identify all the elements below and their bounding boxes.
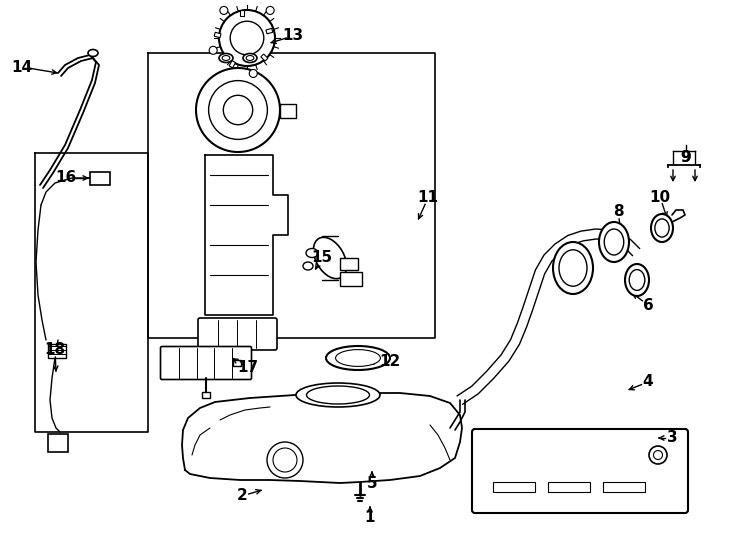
Ellipse shape: [222, 56, 230, 60]
Ellipse shape: [307, 386, 369, 404]
Text: 13: 13: [283, 29, 304, 44]
Ellipse shape: [326, 346, 390, 370]
Text: 16: 16: [55, 171, 76, 186]
Ellipse shape: [335, 349, 380, 367]
Text: 4: 4: [643, 375, 653, 389]
Ellipse shape: [313, 237, 346, 279]
Text: 6: 6: [643, 298, 653, 313]
Polygon shape: [205, 155, 288, 315]
Polygon shape: [182, 393, 462, 483]
Ellipse shape: [604, 229, 624, 255]
Circle shape: [250, 70, 257, 77]
Bar: [48, 434, 68, 452]
Text: 18: 18: [45, 342, 65, 357]
Bar: [48, 344, 66, 358]
Ellipse shape: [243, 53, 257, 63]
Circle shape: [267, 442, 303, 478]
Bar: [229, 60, 236, 68]
Text: 15: 15: [311, 251, 333, 266]
Ellipse shape: [553, 242, 593, 294]
Circle shape: [219, 10, 275, 66]
Text: 17: 17: [237, 361, 258, 375]
Ellipse shape: [296, 383, 380, 407]
Bar: [240, 10, 244, 16]
Text: 9: 9: [680, 150, 691, 165]
Bar: [548, 482, 590, 492]
FancyBboxPatch shape: [161, 347, 252, 380]
Text: 1: 1: [365, 510, 375, 525]
Bar: [603, 482, 645, 492]
Circle shape: [649, 446, 667, 464]
Circle shape: [209, 46, 217, 55]
Bar: [340, 258, 358, 270]
Bar: [266, 29, 273, 34]
Ellipse shape: [559, 250, 587, 286]
Text: 5: 5: [367, 476, 377, 490]
Circle shape: [196, 68, 280, 152]
Text: 14: 14: [12, 59, 32, 75]
Bar: [233, 360, 241, 366]
Bar: [90, 172, 110, 185]
Text: 12: 12: [379, 354, 401, 369]
Ellipse shape: [629, 269, 644, 291]
Bar: [202, 392, 210, 398]
Text: 3: 3: [666, 430, 677, 445]
Ellipse shape: [246, 56, 254, 60]
Text: 2: 2: [236, 489, 247, 503]
Text: 10: 10: [650, 190, 671, 205]
Ellipse shape: [655, 219, 669, 237]
Ellipse shape: [599, 222, 629, 262]
Ellipse shape: [219, 53, 233, 63]
Ellipse shape: [88, 50, 98, 57]
Bar: [493, 482, 535, 492]
Circle shape: [208, 80, 267, 139]
Text: 7: 7: [561, 260, 571, 275]
Ellipse shape: [625, 264, 649, 296]
FancyBboxPatch shape: [472, 429, 688, 513]
Circle shape: [653, 450, 663, 460]
Bar: [214, 32, 221, 38]
Circle shape: [223, 95, 252, 125]
Bar: [261, 54, 268, 61]
Circle shape: [266, 6, 274, 15]
Circle shape: [220, 6, 228, 15]
Ellipse shape: [303, 262, 313, 270]
Text: 11: 11: [418, 191, 438, 206]
Bar: [340, 272, 362, 286]
Ellipse shape: [651, 214, 673, 242]
Ellipse shape: [306, 248, 318, 258]
Bar: [280, 104, 296, 118]
FancyBboxPatch shape: [198, 318, 277, 350]
Text: 8: 8: [613, 205, 623, 219]
Text: 9: 9: [680, 150, 691, 165]
Circle shape: [230, 21, 264, 55]
Circle shape: [273, 448, 297, 472]
